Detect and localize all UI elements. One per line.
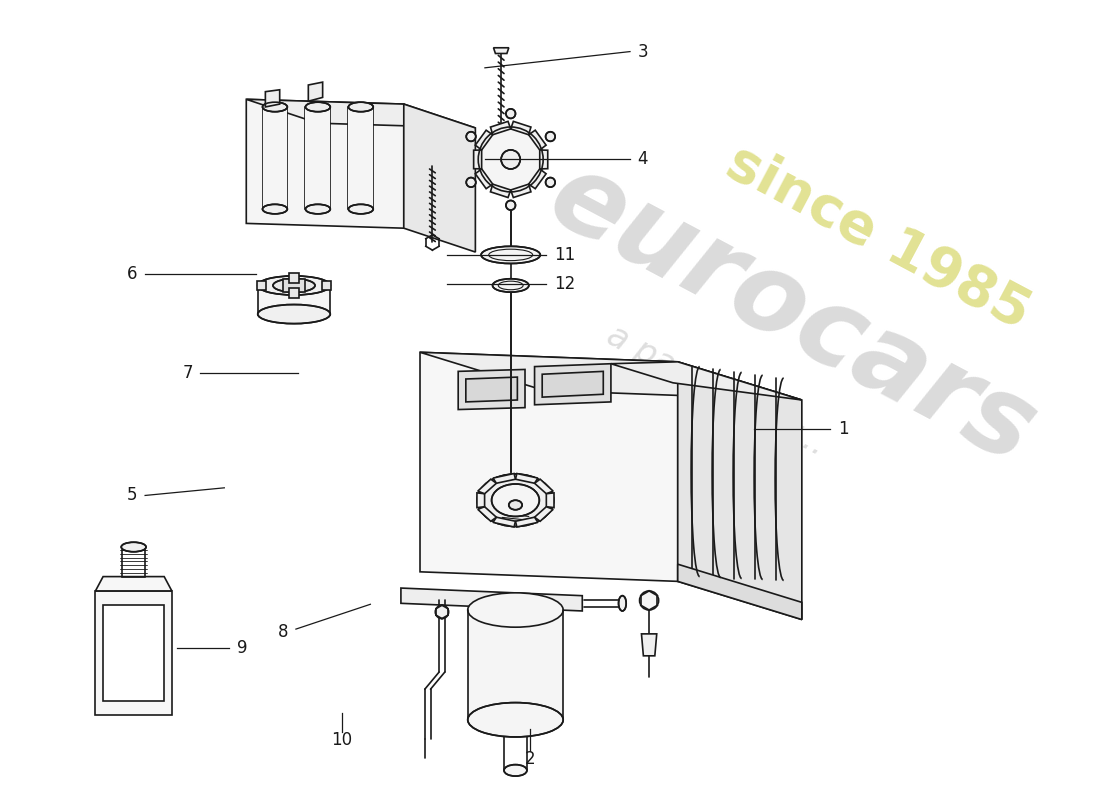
Text: 1: 1 xyxy=(838,420,849,438)
Polygon shape xyxy=(263,107,287,209)
Circle shape xyxy=(466,178,476,187)
Polygon shape xyxy=(491,122,510,134)
Polygon shape xyxy=(349,107,373,209)
Polygon shape xyxy=(289,288,299,298)
Polygon shape xyxy=(610,362,802,400)
Ellipse shape xyxy=(618,596,626,611)
Polygon shape xyxy=(306,107,330,209)
Polygon shape xyxy=(510,122,531,134)
Polygon shape xyxy=(400,588,582,611)
Text: 11: 11 xyxy=(553,246,575,264)
Polygon shape xyxy=(246,99,475,128)
Polygon shape xyxy=(641,634,657,656)
Polygon shape xyxy=(510,184,531,198)
Circle shape xyxy=(478,127,543,192)
Polygon shape xyxy=(265,90,279,107)
Polygon shape xyxy=(475,130,493,150)
Polygon shape xyxy=(246,99,404,228)
Polygon shape xyxy=(468,610,563,720)
Ellipse shape xyxy=(257,276,330,295)
Polygon shape xyxy=(547,493,554,507)
Circle shape xyxy=(502,150,520,169)
Ellipse shape xyxy=(468,593,563,627)
Polygon shape xyxy=(420,352,678,582)
Polygon shape xyxy=(477,479,496,494)
Text: 4: 4 xyxy=(638,150,648,169)
Polygon shape xyxy=(678,362,802,619)
Polygon shape xyxy=(477,506,496,522)
Text: 10: 10 xyxy=(331,731,352,749)
Polygon shape xyxy=(96,577,172,591)
Circle shape xyxy=(546,178,556,187)
Polygon shape xyxy=(493,474,516,483)
Polygon shape xyxy=(420,352,802,400)
Polygon shape xyxy=(494,48,509,54)
Ellipse shape xyxy=(493,278,529,292)
Polygon shape xyxy=(459,370,525,410)
Polygon shape xyxy=(491,184,510,198)
Text: 8: 8 xyxy=(278,623,288,641)
Polygon shape xyxy=(535,506,553,522)
Polygon shape xyxy=(308,82,322,102)
Polygon shape xyxy=(535,479,553,494)
Text: 7: 7 xyxy=(183,364,192,382)
Ellipse shape xyxy=(306,102,330,112)
Polygon shape xyxy=(474,150,482,169)
Text: eurocars: eurocars xyxy=(531,142,1053,486)
Text: 12: 12 xyxy=(553,274,575,293)
Polygon shape xyxy=(289,273,299,282)
Circle shape xyxy=(546,132,556,142)
Polygon shape xyxy=(535,364,611,405)
Ellipse shape xyxy=(349,102,373,112)
Circle shape xyxy=(639,591,659,610)
Polygon shape xyxy=(256,281,266,290)
Ellipse shape xyxy=(481,246,540,263)
Polygon shape xyxy=(516,518,538,527)
Polygon shape xyxy=(529,169,546,189)
Ellipse shape xyxy=(509,500,522,510)
Ellipse shape xyxy=(468,702,563,737)
Polygon shape xyxy=(678,564,802,619)
Text: a passion for...: a passion for... xyxy=(601,318,832,462)
Polygon shape xyxy=(516,474,538,483)
Polygon shape xyxy=(257,286,330,314)
Ellipse shape xyxy=(504,765,527,776)
Ellipse shape xyxy=(263,102,287,112)
Polygon shape xyxy=(477,493,485,507)
Ellipse shape xyxy=(349,204,373,214)
Text: 6: 6 xyxy=(126,265,138,283)
Circle shape xyxy=(436,606,449,618)
Circle shape xyxy=(466,132,476,142)
Text: 3: 3 xyxy=(638,42,648,61)
Ellipse shape xyxy=(257,305,330,324)
Text: 9: 9 xyxy=(236,639,248,657)
Polygon shape xyxy=(96,591,172,715)
Polygon shape xyxy=(529,130,546,150)
Circle shape xyxy=(506,109,516,118)
Ellipse shape xyxy=(492,484,539,517)
Polygon shape xyxy=(493,518,516,527)
Polygon shape xyxy=(465,377,517,402)
Polygon shape xyxy=(404,104,475,252)
Polygon shape xyxy=(475,169,493,189)
Text: 2: 2 xyxy=(525,750,535,768)
Ellipse shape xyxy=(477,474,553,526)
Text: 5: 5 xyxy=(126,486,138,505)
Polygon shape xyxy=(283,278,306,292)
Polygon shape xyxy=(103,606,164,701)
Polygon shape xyxy=(542,371,603,397)
Text: since 1985: since 1985 xyxy=(717,135,1040,341)
Polygon shape xyxy=(540,150,548,169)
Ellipse shape xyxy=(121,542,146,552)
Ellipse shape xyxy=(273,278,315,292)
Circle shape xyxy=(506,201,516,210)
Polygon shape xyxy=(321,281,331,290)
Ellipse shape xyxy=(306,204,330,214)
Ellipse shape xyxy=(263,204,287,214)
